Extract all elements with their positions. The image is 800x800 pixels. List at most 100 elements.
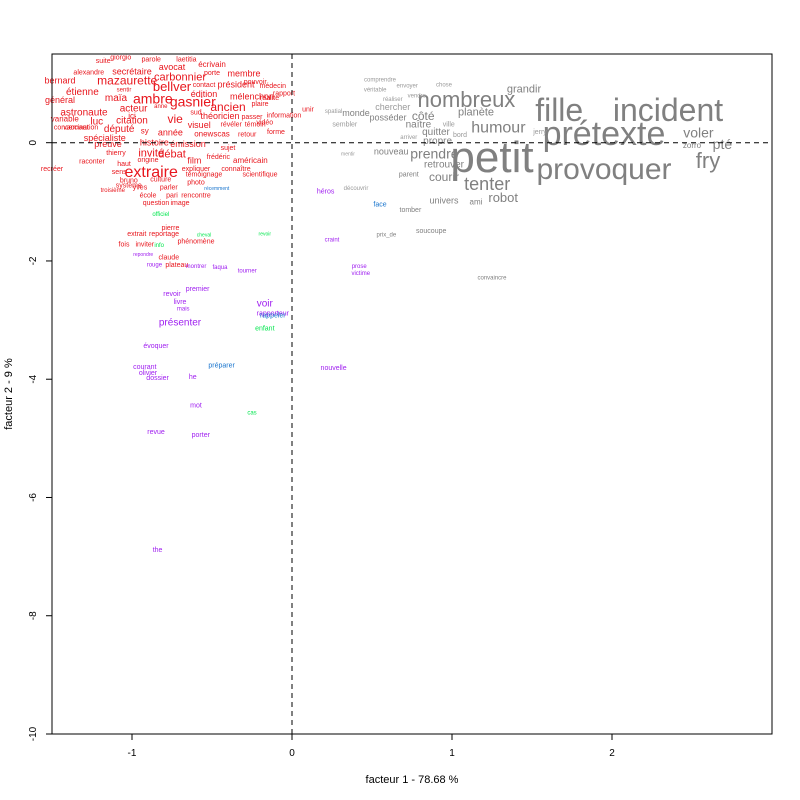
word-label: inviter: [135, 241, 154, 248]
word-label: chercher: [375, 102, 410, 112]
word-label: onewscas: [194, 129, 230, 138]
word-label: craint: [325, 237, 340, 243]
word-label: concernant: [54, 124, 89, 131]
word-label: pté: [713, 136, 733, 152]
word-label: nombreux: [417, 87, 515, 112]
word-label: rapporteur: [257, 311, 290, 318]
x-axis-title: facteur 1 - 78.68 %: [366, 774, 459, 786]
word-label: repondre: [133, 252, 153, 258]
word-label: membre: [227, 69, 260, 79]
word-label: extrait: [127, 231, 146, 238]
word-label: retrouver: [424, 160, 465, 171]
word-label: médecin: [260, 83, 287, 90]
word-label: sud: [190, 110, 201, 117]
word-label: parent: [399, 172, 419, 179]
word-label: comprendre: [364, 78, 397, 84]
word-label: ville: [443, 121, 455, 128]
word-label: fois: [119, 241, 130, 248]
word-label: récemment: [204, 186, 230, 192]
word-label: provoquer: [536, 153, 671, 186]
word-label: revoir: [259, 231, 272, 237]
y-tick-label: -2: [28, 256, 39, 265]
word-label: forme: [267, 129, 285, 136]
word-label: origine: [137, 157, 158, 164]
word-label: anne: [154, 104, 168, 110]
word-label: témoin: [245, 121, 266, 128]
word-label: pierre: [161, 225, 179, 232]
word-label: he: [189, 374, 197, 381]
word-label: robot: [488, 190, 518, 205]
word-label: phénomène: [178, 239, 215, 246]
word-label: pari: [166, 192, 178, 199]
word-label: the: [153, 547, 163, 554]
word-label: mot: [190, 402, 202, 409]
word-label: livre: [174, 299, 187, 306]
word-label: sujet: [221, 145, 236, 152]
word-label: convaincre: [477, 276, 507, 282]
word-label: député: [104, 124, 135, 135]
word-label: info: [154, 243, 164, 249]
word-label: sens: [112, 169, 127, 176]
plot-frame: [51, 53, 773, 735]
word-label: porte: [204, 70, 220, 77]
word-label: bord: [453, 132, 467, 139]
word-label: bruno: [120, 178, 138, 185]
word-label: année: [158, 128, 183, 138]
word-label: parole: [141, 56, 161, 63]
word-label: variable: [51, 115, 80, 124]
word-label: sy: [141, 126, 149, 135]
word-label: ambre: [133, 90, 173, 106]
word-label: carbonnier: [154, 72, 206, 84]
x-tick-label: 1: [449, 748, 455, 759]
word-label: pouvoir: [244, 79, 268, 86]
word-label: général: [45, 95, 75, 105]
word-label: extraire: [125, 164, 178, 181]
y-tick-label: -10: [28, 726, 39, 741]
word-label: parler: [160, 185, 179, 192]
word-label: vendre: [408, 94, 427, 100]
word-label: plaire: [251, 101, 268, 108]
word-label: rencontre: [181, 192, 211, 199]
word-label: américain: [233, 156, 268, 165]
word-label: contact: [193, 82, 216, 89]
word-label: monde: [342, 108, 370, 118]
word-label: frédéric: [207, 154, 231, 161]
word-label: rapport: [273, 91, 295, 98]
word-label: bellver: [153, 79, 192, 94]
word-label: suite: [96, 58, 111, 65]
x-tick-label: 0: [289, 748, 295, 759]
word-label: chose: [436, 82, 453, 88]
y-tick-label: -6: [28, 493, 39, 502]
y-axis-title: facteur 2 - 9 %: [3, 358, 15, 430]
word-label: raconter: [79, 159, 105, 166]
word-label: alexandre: [73, 69, 104, 76]
word-label: président: [217, 80, 255, 90]
word-label: mentir: [341, 152, 355, 158]
word-label: jerry: [532, 129, 547, 136]
word-label: rappeler: [260, 312, 286, 319]
word-label: acteur: [120, 103, 148, 114]
word-label: vaccination: [63, 124, 98, 131]
word-label: retour: [238, 132, 257, 139]
word-label: dossier: [146, 375, 169, 382]
word-label: cheval: [197, 233, 211, 239]
word-label: tourner: [238, 269, 257, 275]
word-label: photo: [187, 179, 205, 186]
word-label: témoignage: [186, 172, 223, 179]
word-label: montrer: [186, 264, 207, 270]
word-label: découvrir: [344, 186, 369, 192]
word-label: thierry: [106, 150, 126, 157]
word-label: émission: [170, 139, 206, 149]
word-label: vie: [168, 112, 184, 126]
word-label: courant: [133, 364, 156, 371]
word-label: prendre: [410, 145, 458, 161]
word-label: unir: [302, 107, 314, 114]
word-label: revue: [147, 429, 165, 436]
word-label: laetitia: [176, 56, 196, 63]
word-label: maïa: [105, 93, 128, 104]
word-label: présenter: [159, 318, 202, 329]
word-label: révéler: [220, 121, 242, 128]
